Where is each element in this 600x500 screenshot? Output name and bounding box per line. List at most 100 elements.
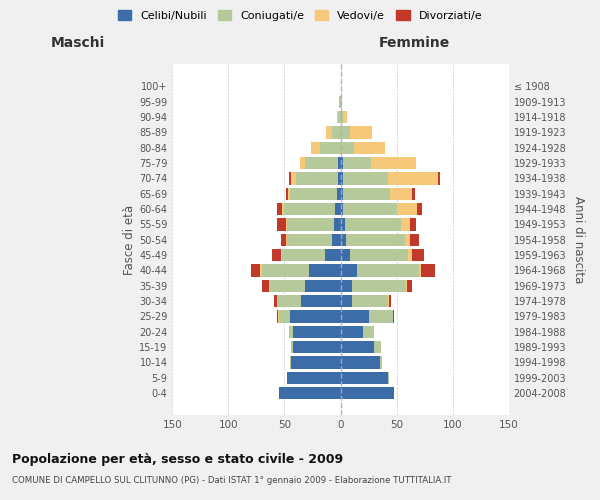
Bar: [341, 295, 352, 307]
Bar: [380, 356, 382, 368]
Bar: [269, 280, 305, 292]
Bar: [388, 295, 389, 307]
Bar: [390, 188, 412, 200]
Bar: [279, 387, 341, 399]
Bar: [404, 234, 410, 246]
Bar: [397, 203, 417, 215]
Bar: [289, 172, 291, 184]
Bar: [417, 203, 422, 215]
Bar: [277, 218, 286, 230]
Bar: [284, 203, 335, 215]
Bar: [251, 264, 260, 276]
Bar: [286, 234, 287, 246]
Bar: [341, 280, 352, 292]
Bar: [346, 234, 404, 246]
Bar: [341, 96, 342, 108]
Bar: [287, 218, 334, 230]
Bar: [352, 280, 406, 292]
Bar: [388, 172, 438, 184]
Text: COMUNE DI CAMPELLO SUL CLITUNNO (PG) - Dati ISTAT 1° gennaio 2009 - Elaborazione: COMUNE DI CAMPELLO SUL CLITUNNO (PG) - D…: [12, 476, 452, 485]
Bar: [286, 188, 288, 200]
Bar: [262, 264, 309, 276]
Bar: [291, 356, 341, 368]
Bar: [309, 264, 341, 276]
Bar: [332, 234, 341, 246]
Bar: [341, 341, 374, 353]
Y-axis label: Anni di nascita: Anni di nascita: [572, 196, 585, 284]
Bar: [338, 157, 341, 170]
Bar: [287, 234, 332, 246]
Bar: [341, 218, 345, 230]
Bar: [290, 356, 291, 368]
Bar: [293, 326, 341, 338]
Bar: [407, 280, 412, 292]
Bar: [406, 280, 407, 292]
Bar: [290, 188, 337, 200]
Bar: [291, 172, 296, 184]
Legend: Celibi/Nubili, Coniugati/e, Vedovi/e, Divorziati/e: Celibi/Nubili, Coniugati/e, Vedovi/e, Di…: [113, 6, 487, 25]
Bar: [438, 172, 440, 184]
Bar: [341, 356, 380, 368]
Bar: [291, 341, 293, 353]
Bar: [410, 234, 419, 246]
Bar: [374, 341, 381, 353]
Bar: [368, 310, 393, 322]
Bar: [289, 326, 293, 338]
Bar: [410, 218, 416, 230]
Bar: [341, 264, 358, 276]
Bar: [341, 234, 346, 246]
Bar: [340, 96, 341, 108]
Bar: [300, 157, 305, 170]
Bar: [337, 188, 341, 200]
Bar: [421, 264, 435, 276]
Bar: [279, 310, 290, 322]
Bar: [408, 249, 412, 261]
Bar: [341, 372, 388, 384]
Bar: [419, 264, 421, 276]
Bar: [282, 203, 284, 215]
Bar: [393, 310, 394, 322]
Bar: [341, 310, 368, 322]
Bar: [401, 218, 410, 230]
Bar: [262, 280, 269, 292]
Bar: [343, 157, 371, 170]
Text: Popolazione per età, sesso e stato civile - 2009: Popolazione per età, sesso e stato civil…: [12, 452, 343, 466]
Bar: [293, 341, 341, 353]
Bar: [341, 126, 350, 138]
Bar: [341, 172, 343, 184]
Bar: [278, 310, 279, 322]
Y-axis label: Fasce di età: Fasce di età: [124, 204, 136, 275]
Bar: [343, 172, 388, 184]
Bar: [286, 218, 287, 230]
Bar: [277, 295, 301, 307]
Bar: [272, 249, 281, 261]
Bar: [345, 218, 401, 230]
Bar: [281, 249, 282, 261]
Bar: [341, 203, 343, 215]
Bar: [296, 172, 338, 184]
Bar: [287, 372, 341, 384]
Bar: [288, 188, 290, 200]
Bar: [388, 372, 389, 384]
Bar: [341, 326, 363, 338]
Bar: [305, 157, 338, 170]
Bar: [341, 111, 343, 124]
Bar: [290, 310, 341, 322]
Bar: [341, 387, 394, 399]
Bar: [343, 111, 347, 124]
Bar: [412, 188, 415, 200]
Bar: [260, 264, 262, 276]
Bar: [358, 264, 419, 276]
Bar: [337, 111, 338, 124]
Bar: [363, 326, 374, 338]
Bar: [282, 249, 325, 261]
Bar: [305, 280, 341, 292]
Bar: [341, 188, 343, 200]
Bar: [325, 249, 341, 261]
Text: Maschi: Maschi: [51, 36, 105, 51]
Bar: [301, 295, 341, 307]
Bar: [334, 218, 341, 230]
Bar: [354, 142, 385, 154]
Text: Femmine: Femmine: [379, 36, 450, 51]
Bar: [352, 295, 388, 307]
